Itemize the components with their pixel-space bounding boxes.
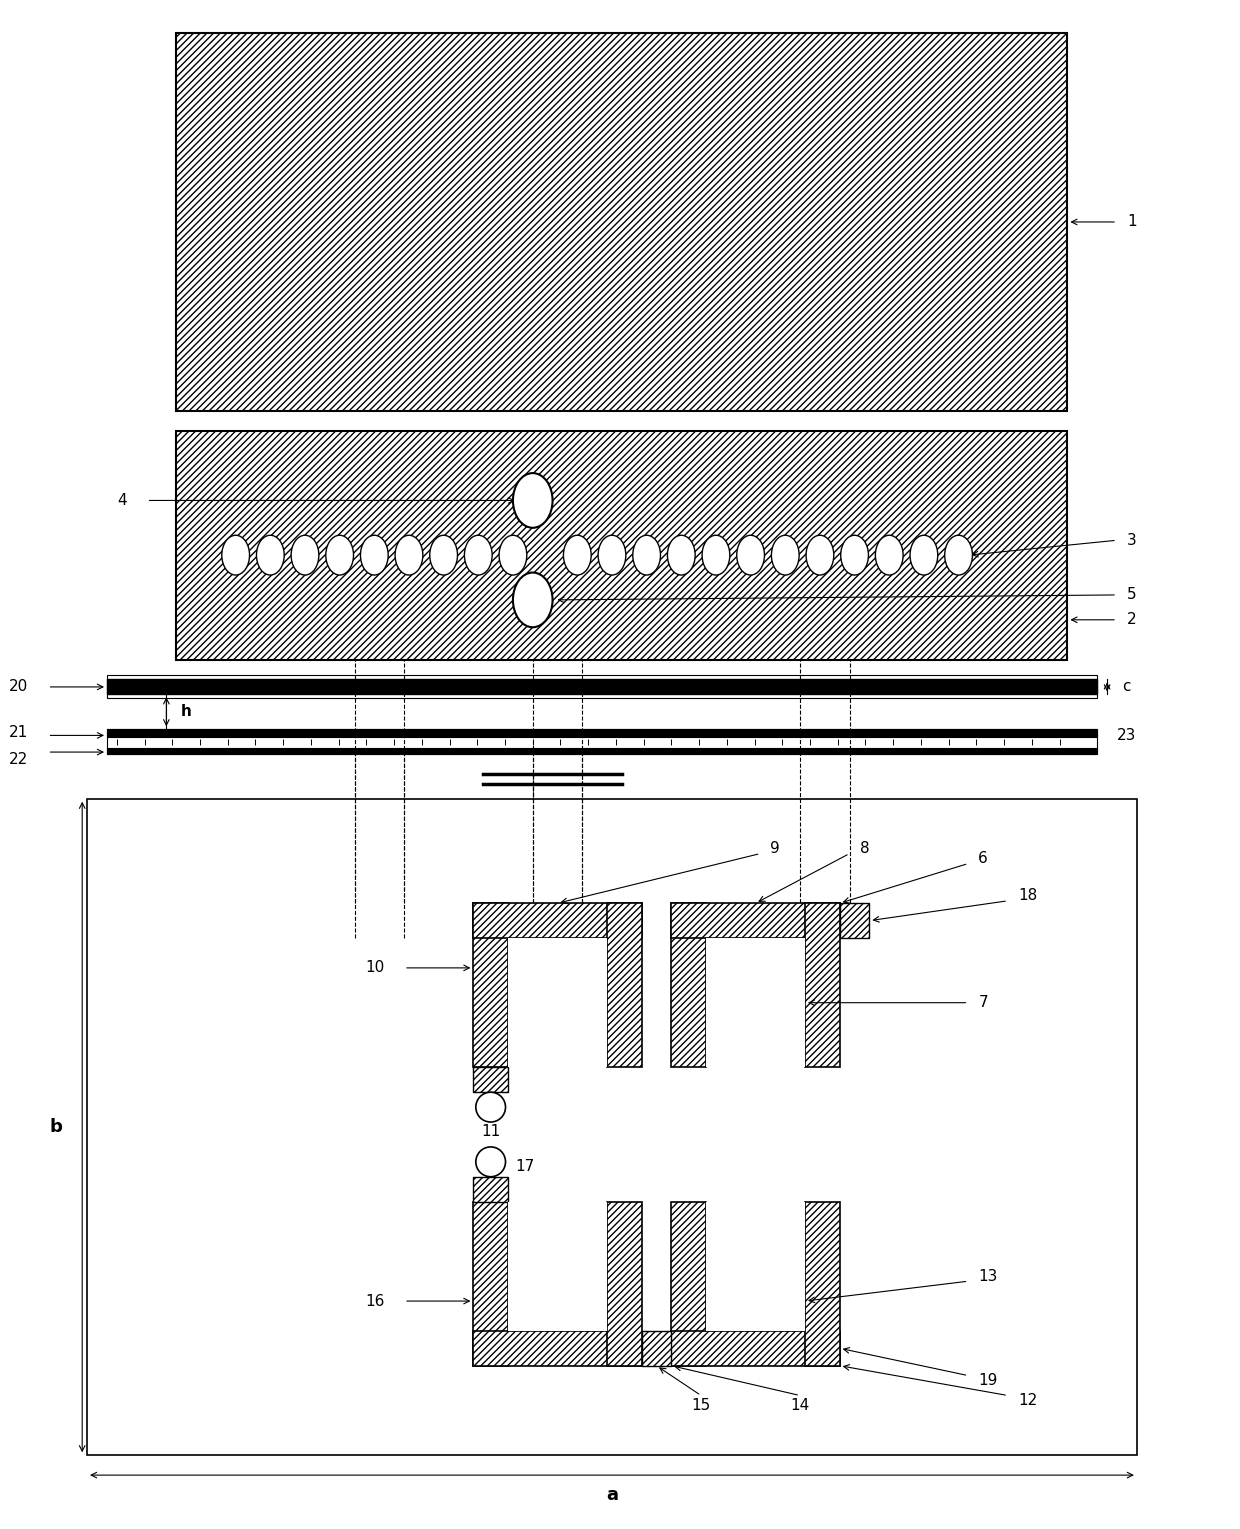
Ellipse shape [476,1092,506,1122]
Text: 18: 18 [1018,888,1037,904]
Text: 14: 14 [790,1398,810,1413]
Ellipse shape [222,535,249,575]
Text: 16: 16 [365,1294,384,1309]
Ellipse shape [737,535,765,575]
Ellipse shape [498,535,527,575]
Ellipse shape [465,535,492,575]
Ellipse shape [702,535,730,575]
Text: 10: 10 [365,960,384,976]
Ellipse shape [632,535,661,575]
Bar [608,904,641,1067]
Text: 9: 9 [770,841,780,856]
Bar [474,1330,641,1365]
Bar [608,1202,641,1365]
Text: 7: 7 [978,995,988,1011]
Ellipse shape [667,535,696,575]
Bar [706,1202,805,1330]
Ellipse shape [806,535,833,575]
Text: 3: 3 [1127,532,1137,547]
Text: 4: 4 [117,492,126,508]
Bar [671,1202,706,1365]
Bar [706,939,805,1067]
Bar [107,729,1097,737]
Bar [474,904,641,939]
Ellipse shape [563,535,591,575]
Bar [474,1067,508,1092]
Text: 21: 21 [9,725,27,740]
Ellipse shape [396,535,423,575]
Text: 6: 6 [978,852,988,865]
Text: 19: 19 [978,1373,998,1388]
Bar [671,1330,839,1365]
Bar [508,939,608,1067]
Ellipse shape [598,535,626,575]
Bar [107,729,1097,754]
Ellipse shape [945,535,972,575]
Bar [641,1330,671,1365]
Ellipse shape [841,535,868,575]
Bar [805,904,839,1067]
Text: 20: 20 [9,679,27,694]
Text: 22: 22 [9,752,27,766]
Bar [839,904,869,939]
Ellipse shape [513,572,553,627]
Text: 12: 12 [1018,1393,1037,1408]
Ellipse shape [476,1147,506,1177]
Bar [107,748,1097,754]
Ellipse shape [430,535,458,575]
Ellipse shape [910,535,937,575]
Text: 17: 17 [516,1159,534,1174]
Text: 2: 2 [1127,612,1137,627]
Bar [474,1202,508,1365]
Ellipse shape [257,535,284,575]
Bar [176,34,1068,411]
Bar [508,1202,608,1330]
Text: 5: 5 [1127,587,1137,602]
Text: 1: 1 [1127,214,1137,229]
Bar [176,431,1068,659]
Text: b: b [50,1118,62,1136]
Text: 11: 11 [481,1124,500,1139]
Bar [671,904,839,939]
Bar [474,904,508,1067]
Bar [107,679,1097,694]
Text: c: c [1122,679,1131,694]
Text: h: h [181,705,192,719]
Text: 23: 23 [1117,728,1136,743]
Ellipse shape [875,535,903,575]
Bar [805,1202,839,1365]
Bar [107,676,1097,699]
Ellipse shape [513,472,553,528]
Bar [474,1177,508,1202]
Text: 8: 8 [859,841,869,856]
Ellipse shape [291,535,319,575]
Ellipse shape [771,535,799,575]
Ellipse shape [326,535,353,575]
Text: 15: 15 [692,1398,711,1413]
Text: a: a [606,1486,618,1505]
Ellipse shape [361,535,388,575]
Text: 13: 13 [978,1269,998,1284]
Bar [87,798,1137,1456]
Bar [671,904,706,1067]
